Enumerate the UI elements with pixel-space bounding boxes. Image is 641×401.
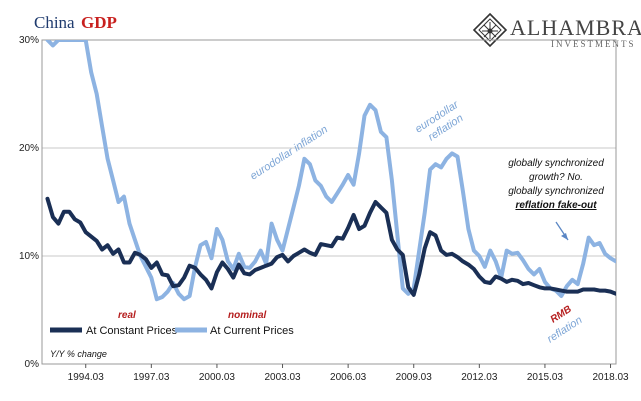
annotation-note-3: globally synchronized bbox=[508, 186, 604, 197]
y-tick-label: 10% bbox=[19, 251, 39, 262]
annotation-eurodollar-inflation: eurodollar inflation bbox=[248, 123, 330, 182]
y-tick-label: 20% bbox=[19, 143, 39, 154]
x-tick-label: 2009.03 bbox=[396, 372, 433, 383]
legend: At Constant Prices At Current Prices bbox=[50, 325, 294, 337]
logo-name: ALHAMBRA bbox=[510, 15, 641, 40]
annotation-real: real bbox=[118, 310, 136, 321]
x-tick-label: 2018.03 bbox=[592, 372, 629, 383]
y-tick-label: 30% bbox=[19, 35, 39, 46]
chart-title-metric: GDP bbox=[81, 13, 117, 32]
plot-frame bbox=[41, 39, 617, 365]
x-tick-label: 2015.03 bbox=[527, 372, 564, 383]
alhambra-logo: ALHAMBRA INVESTMENTS bbox=[472, 12, 641, 49]
axes: 0% 10% 20% 30% 1994.03 1997.03 2000.03 2003.03 2… bbox=[19, 35, 629, 383]
x-tick-label: 1997.03 bbox=[133, 372, 170, 383]
legend-label-real: At Constant Prices bbox=[86, 325, 178, 337]
annotation-note-2: growth? No. bbox=[529, 172, 583, 183]
x-tick-label: 2003.03 bbox=[264, 372, 301, 383]
chart-title-country: China bbox=[34, 13, 75, 32]
x-tick-label: 2012.03 bbox=[461, 372, 498, 383]
annotation-note-1: globally synchronized bbox=[508, 158, 604, 169]
logo-sub: INVESTMENTS bbox=[551, 39, 636, 49]
x-tick-label: 2006.03 bbox=[330, 372, 367, 383]
legend-label-nominal: At Current Prices bbox=[210, 325, 294, 337]
annotation-nominal: nominal bbox=[228, 310, 267, 321]
annotation-note-4: reflation fake-out bbox=[515, 200, 597, 211]
series-line-constant-prices bbox=[45, 196, 616, 297]
y-tick-label: 0% bbox=[25, 359, 40, 370]
x-tick-label: 2000.03 bbox=[199, 372, 236, 383]
units-label: Y/Y % change bbox=[50, 349, 107, 359]
x-tick-label: 1994.03 bbox=[68, 372, 105, 383]
diamond-lattice-icon bbox=[472, 12, 508, 48]
series-group bbox=[45, 40, 616, 302]
arrow-icon bbox=[555, 221, 569, 241]
series-line-current-prices bbox=[45, 40, 616, 302]
